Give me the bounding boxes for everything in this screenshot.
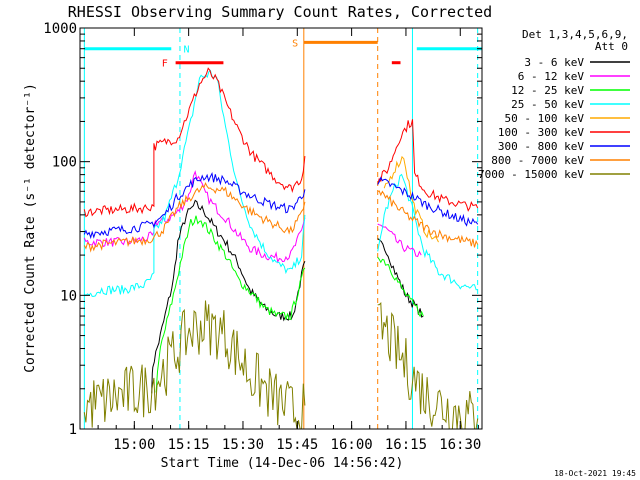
series-line-7	[83, 181, 479, 253]
series-line-8	[83, 300, 479, 430]
legend-title-line: Att 0	[595, 40, 628, 53]
y-tick-label: 100	[52, 155, 77, 171]
x-tick-label: 16:00	[331, 437, 373, 453]
x-tick-label: 15:00	[113, 437, 155, 453]
y-tick-label: 10	[60, 288, 77, 304]
legend-label-2: 12 - 25 keV	[511, 84, 584, 97]
y-tick-label: 1	[69, 422, 77, 438]
series-line-2	[155, 215, 424, 393]
x-tick-label: 15:30	[222, 437, 264, 453]
series-line-3	[83, 69, 478, 297]
status-flags: N F S	[84, 38, 482, 70]
series-line-6	[83, 171, 479, 240]
series-line-5	[83, 67, 479, 218]
legend-label-8: 7000 - 15000 keV	[478, 168, 584, 181]
x-tick-label: 16:30	[439, 437, 481, 453]
legend-label-6: 300 - 800 keV	[498, 140, 584, 153]
chart-title: RHESSI Observing Summary Count Rates, Co…	[68, 3, 492, 21]
axis-ticks: 15:00 15:15 15:30 15:45 16:00 16:15 16:30 1 10 10…	[43, 21, 482, 453]
legend-label-1: 6 - 12 keV	[518, 70, 585, 83]
footer-timestamp: 18-Oct-2021 19:45	[554, 469, 636, 478]
legend-title-line: Det 1,3,4,5,6,9,	[522, 28, 628, 41]
x-axis-label: Start Time (14-Dec-06 14:56:42)	[161, 456, 404, 471]
series-group	[83, 67, 479, 430]
plot-frame	[79, 27, 483, 430]
y-tick-label: 1000	[43, 21, 77, 37]
flag-label-S: S	[292, 38, 298, 49]
legend-label-3: 25 - 50 keV	[511, 98, 584, 111]
legend-label-4: 50 - 100 keV	[505, 112, 585, 125]
flag-label-N: N	[183, 45, 189, 56]
x-tick-label: 15:15	[168, 437, 210, 453]
x-tick-label: 16:15	[385, 437, 427, 453]
legend-label-5: 100 - 300 keV	[498, 126, 584, 139]
legend-label-0: 3 - 6 keV	[524, 56, 584, 69]
x-tick-label: 15:45	[276, 437, 318, 453]
flag-label-F: F	[162, 59, 168, 70]
legend-label-7: 800 - 7000 keV	[491, 154, 584, 167]
y-axis-label: Corrected Count Rate (s⁻¹ detector⁻¹)	[23, 83, 38, 373]
